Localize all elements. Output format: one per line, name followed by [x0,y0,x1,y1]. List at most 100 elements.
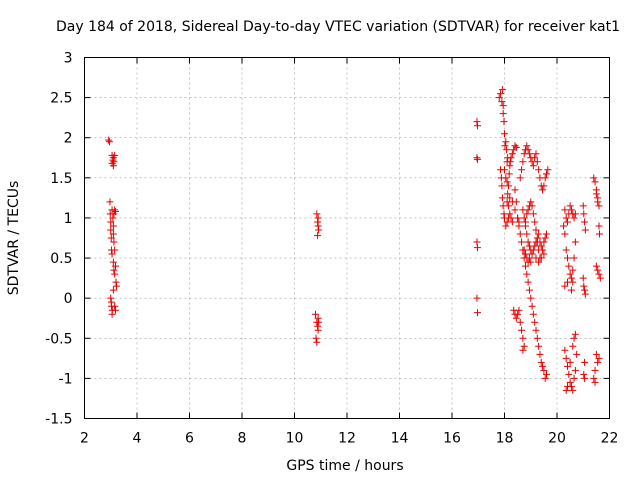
data-point [498,194,506,202]
data-point [109,230,117,238]
data-point [524,146,532,154]
data-point [108,250,116,258]
data-point [571,238,579,246]
data-point [497,166,505,174]
data-point [595,202,603,210]
data-point [570,254,578,262]
data-points [105,86,604,394]
y-tick-label: 1 [64,211,73,227]
data-point [539,186,547,194]
data-point [573,350,581,358]
data-point [503,178,511,186]
data-point [532,326,540,334]
data-point [581,358,589,366]
data-point [506,158,514,166]
data-point [535,166,543,174]
data-point [595,270,603,278]
data-point [570,334,578,342]
data-point [511,206,519,214]
data-point [507,154,515,162]
x-tick-label: 20 [548,431,566,447]
y-tick-label: -1.5 [45,412,72,428]
data-point [105,138,113,146]
data-point [113,282,121,290]
data-point [561,282,569,290]
data-point [590,174,598,182]
y-tick-label: 2.5 [50,91,72,107]
data-point [581,374,589,382]
data-point [594,194,602,202]
data-point [522,250,529,258]
data-point [112,278,120,286]
data-point [594,266,602,274]
data-point [541,374,549,382]
data-point [564,278,571,286]
data-point [571,330,579,338]
data-point [535,342,543,350]
data-point [580,282,588,290]
data-point [594,358,602,366]
data-point [579,274,587,282]
data-point [508,218,516,226]
data-point [566,202,574,210]
data-point [314,314,322,322]
data-point [522,218,529,226]
data-point [540,366,548,374]
data-point [566,358,574,366]
data-point [537,242,545,250]
data-point [506,194,514,202]
data-point [571,210,579,218]
data-point [502,222,510,230]
data-point [566,270,574,278]
data-point [520,246,528,254]
data-point [543,170,550,178]
data-point [565,262,573,270]
data-point [105,136,113,144]
data-point [592,262,600,270]
data-point [110,266,118,274]
data-point [518,166,526,174]
data-point [109,258,117,266]
data-point [314,214,322,222]
data-point [473,294,481,302]
data-point [565,370,573,378]
data-point [541,174,549,182]
data-point [519,334,527,342]
data-point [508,150,516,158]
data-point [533,238,541,246]
data-point [500,118,508,126]
data-point [595,222,603,230]
data-point [529,162,537,170]
data-point [523,230,531,238]
data-point [502,138,510,146]
data-point [523,270,531,278]
data-point [570,214,578,222]
data-point [567,206,575,214]
data-point [562,246,570,254]
data-point [531,242,539,250]
data-point [536,350,544,358]
data-point [562,386,570,394]
data-point [561,230,569,238]
data-point [512,314,520,322]
data-point [106,198,114,206]
data-point [516,318,524,326]
y-axis-label: SDTVAR / TECUs [6,181,22,296]
data-point [566,378,574,386]
y-tick-label: -0.5 [45,331,72,347]
data-point [524,206,532,214]
data-point [531,318,539,326]
data-point [504,182,512,190]
data-point [564,382,571,390]
data-point [314,222,322,230]
data-point [512,198,520,206]
data-point [540,250,548,258]
data-point [109,286,117,294]
data-point [528,202,536,210]
data-point [523,142,531,150]
data-point [516,230,524,238]
data-point [511,142,519,150]
data-point [524,238,532,246]
data-point [561,206,569,214]
